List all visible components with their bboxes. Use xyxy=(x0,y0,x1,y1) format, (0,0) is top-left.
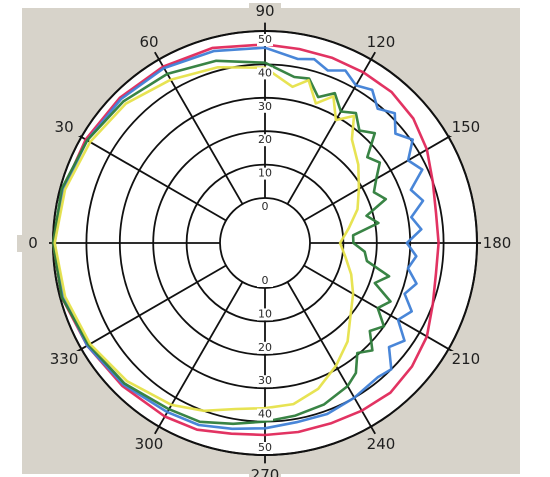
angle-label-120: 120 xyxy=(367,33,396,51)
radial-tick-labels: 0 0 10 10 20 20 30 30 40 40 50 50 xyxy=(257,33,273,454)
spoke-330 xyxy=(73,264,227,354)
spoke-240 xyxy=(286,281,376,435)
series-line-3 xyxy=(51,59,392,426)
tick-label-bg xyxy=(257,167,273,180)
radial-tick-label-10: 10 xyxy=(258,167,272,180)
angle-label-bg xyxy=(449,119,482,136)
angle-label-bg xyxy=(48,351,81,368)
angle-label-bg xyxy=(133,34,165,52)
angle-label-90: 90 xyxy=(255,2,274,20)
angle-label-bg xyxy=(449,351,482,368)
radial-tick-label-10: 10 xyxy=(258,307,272,320)
radial-tick-label-50: 50 xyxy=(258,33,272,46)
radial-tick-label-30: 30 xyxy=(258,374,272,387)
angle-label-bg xyxy=(249,3,281,20)
tick-label-bg xyxy=(257,408,273,421)
angle-label-180: 180 xyxy=(483,234,512,252)
series-line-2 xyxy=(53,46,425,431)
series-line-1 xyxy=(51,43,440,437)
angle-label-240: 240 xyxy=(367,435,396,453)
angle-label-270: 270 xyxy=(251,466,280,477)
angle-label-bg xyxy=(365,34,397,52)
spoke-150 xyxy=(303,132,457,222)
angle-label-30: 30 xyxy=(55,118,74,136)
angle-label-bg xyxy=(249,467,281,477)
tick-label-bg xyxy=(257,67,273,80)
radial-tick-label-20: 20 xyxy=(258,341,272,354)
angle-label-210: 210 xyxy=(452,350,481,368)
angle-label-330: 330 xyxy=(50,350,79,368)
angle-label-150: 150 xyxy=(452,118,481,136)
series-line-4 xyxy=(53,66,361,413)
angle-label-300: 300 xyxy=(135,435,164,453)
radial-tick-label-20: 20 xyxy=(258,133,272,146)
angle-label-bg xyxy=(48,119,81,136)
tick-label-bg xyxy=(257,100,273,113)
spoke-60 xyxy=(154,51,244,205)
tick-label-bg xyxy=(257,201,273,213)
angle-label-bg xyxy=(481,235,513,252)
angle-label-bg xyxy=(17,235,49,252)
tick-label-bg xyxy=(257,34,273,46)
tick-label-bg xyxy=(257,375,273,388)
radial-tick-label-0: 0 xyxy=(262,274,269,287)
angle-label-bg xyxy=(365,435,397,453)
radial-tick-label-50: 50 xyxy=(258,441,272,454)
tick-label-bg xyxy=(257,134,273,147)
radial-tick-label-0: 0 xyxy=(262,200,269,213)
radial-tick-label-30: 30 xyxy=(258,100,272,113)
spoke-30 xyxy=(73,132,227,222)
polar-grid xyxy=(44,22,486,464)
radial-tick-label-40: 40 xyxy=(258,66,272,79)
tick-label-bg xyxy=(257,341,273,354)
angle-label-60: 60 xyxy=(139,33,158,51)
data-series xyxy=(51,43,440,437)
angle-label-bg xyxy=(133,435,165,453)
spoke-120 xyxy=(286,51,376,205)
tick-label-bg xyxy=(257,275,273,287)
angle-label-0: 0 xyxy=(28,234,38,252)
tick-label-bg xyxy=(257,308,273,321)
tick-label-bg xyxy=(257,442,273,454)
radial-tick-label-40: 40 xyxy=(258,408,272,421)
spoke-210 xyxy=(303,264,457,354)
